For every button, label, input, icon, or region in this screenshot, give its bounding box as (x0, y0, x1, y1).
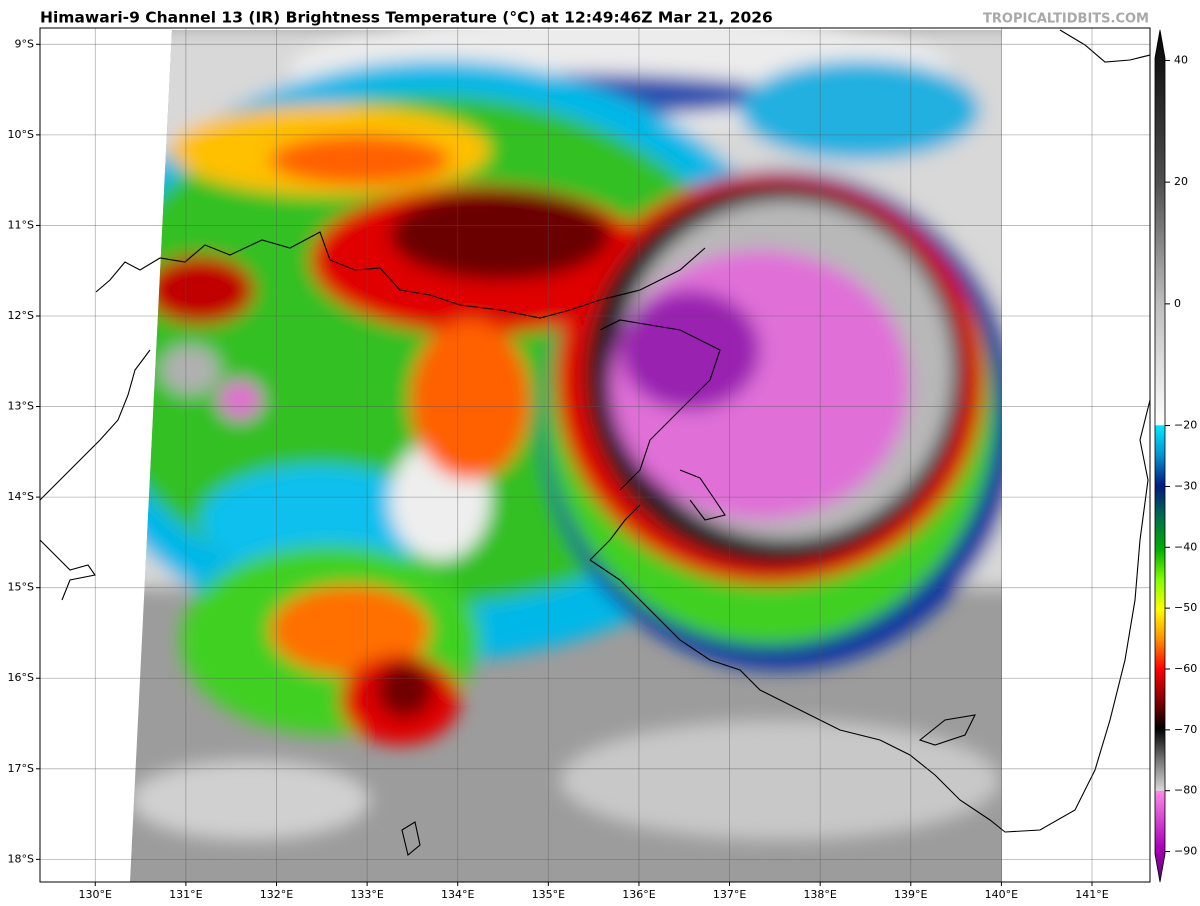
x-tick-label: 131°E (169, 888, 202, 901)
map-area (40, 28, 1150, 882)
colorbar-tick-label: −50 (1174, 601, 1197, 614)
watermark: TROPICALTIDBITS.COM (983, 12, 1149, 27)
colorbar-tick-label: 40 (1174, 53, 1188, 66)
coastline (95, 231, 706, 319)
colorbar (1154, 29, 1166, 883)
cloud-region (130, 760, 370, 840)
colorbar-tick-label: −80 (1174, 784, 1197, 797)
cloud-region (218, 380, 262, 420)
y-tick-label: 17°S (8, 762, 34, 775)
x-tick-label: 130°E (79, 888, 112, 901)
cloud-region (145, 255, 255, 325)
satellite-swath (130, 30, 1002, 882)
coastline (599, 319, 721, 491)
cloud-region (740, 60, 980, 160)
x-tick-label: 141°E (1075, 888, 1108, 901)
x-tick-label: 134°E (441, 888, 474, 901)
y-tick-label: 14°S (8, 490, 34, 503)
colorbar-tick-label: −40 (1174, 540, 1197, 553)
colorbar-tick-label: −30 (1174, 479, 1197, 492)
coastlines (40, 29, 1150, 856)
coastline (1059, 29, 1150, 63)
cloud-region (270, 585, 430, 675)
x-tick-label: 139°E (894, 888, 927, 901)
cloud-region (160, 345, 220, 395)
cloud-region (390, 190, 610, 280)
x-tick-label: 137°E (713, 888, 746, 901)
map-axes: 130°E 131°E 132°E 133°E 134°E 135°E 136°E 137°E… (8, 37, 1109, 901)
cloud-region (560, 720, 1000, 840)
colorbar-tick-label: 20 (1174, 175, 1188, 188)
y-tick-label: 18°S (8, 852, 34, 865)
y-tick-label: 15°S (8, 581, 34, 594)
cloud-region (270, 135, 450, 185)
cloud-region (200, 465, 440, 575)
cloud-region (377, 662, 433, 718)
x-tick-label: 132°E (260, 888, 293, 901)
coastline (40, 349, 151, 501)
map-frame (39, 27, 1151, 883)
colorbar-tick-label: −20 (1174, 419, 1197, 432)
colorbar-axis: 40 20 0 −20 −30 −40 −50 −60 −70 −80 −90 (1165, 53, 1197, 858)
y-tick-label: 9°S (15, 37, 34, 50)
colorbar-tick-label: −60 (1174, 662, 1197, 675)
x-tick-label: 140°E (985, 888, 1018, 901)
x-tick-label: 136°E (622, 888, 655, 901)
y-tick-label: 10°S (8, 128, 34, 141)
x-tick-label: 135°E (532, 888, 565, 901)
cloud-field (130, 30, 1002, 840)
cloud-region (620, 290, 760, 410)
y-tick-label: 13°S (8, 400, 34, 413)
colorbar-tick-label: −70 (1174, 723, 1197, 736)
coastline (918, 714, 976, 746)
coastline (679, 469, 726, 521)
colorbar-tick-label: 0 (1174, 297, 1181, 310)
y-tick-label: 16°S (8, 671, 34, 684)
coastline (40, 539, 96, 601)
cloud-region (410, 320, 530, 480)
x-tick-label: 138°E (803, 888, 836, 901)
graticule (40, 28, 1150, 882)
y-tick-label: 11°S (8, 218, 34, 231)
coastline (589, 399, 1150, 833)
y-tick-label: 12°S (8, 309, 34, 322)
coastline (401, 821, 421, 856)
title: Himawari-9 Channel 13 (IR) Brightness Te… (40, 9, 773, 27)
colorbar-tick-label: −90 (1174, 845, 1197, 858)
x-tick-label: 133°E (350, 888, 383, 901)
